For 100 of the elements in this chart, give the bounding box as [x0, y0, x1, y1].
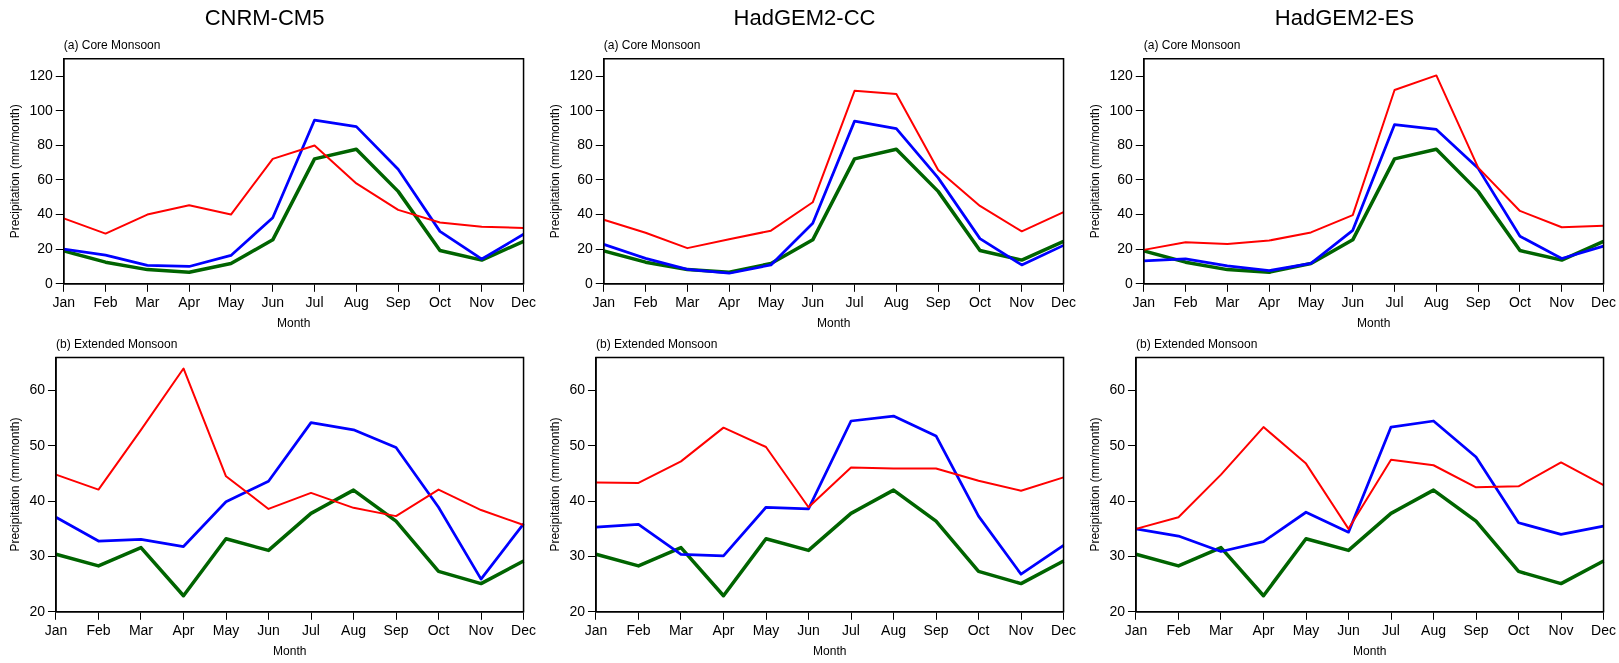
y-tick-label: 60 [577, 170, 593, 187]
x-tick-label: May [1292, 622, 1320, 639]
y-tick-label: 0 [584, 274, 593, 291]
y-tick-label: 0 [1124, 274, 1133, 291]
x-tick-label: Jun [1337, 622, 1360, 639]
x-tick-label: Aug [1421, 622, 1446, 639]
x-tick-label: Mar [668, 622, 694, 639]
x-tick-label: Apr [1252, 622, 1275, 639]
x-tick-label: Dec [1051, 622, 1076, 639]
x-axis-title: Month [816, 316, 851, 331]
y-tick-label: 40 [1109, 492, 1126, 509]
x-axis-title: Month [1356, 316, 1391, 331]
x-tick-label: May [1297, 294, 1325, 311]
chart-title: HadGEM2-CC [733, 5, 876, 31]
x-tick-label: Sep [923, 622, 949, 639]
x-tick-label: Jun [801, 294, 825, 311]
x-tick-label: Jun [797, 622, 820, 639]
x-tick-label: Dec [1591, 622, 1616, 639]
x-axis-title: Month [276, 316, 311, 331]
x-tick-label: Oct [967, 622, 990, 639]
y-axis-title: Precipitation (mm/month) [1087, 104, 1102, 239]
x-tick-label: Feb [633, 294, 658, 311]
x-tick-label: Mar [128, 622, 154, 639]
x-tick-label: Jul [1385, 294, 1404, 311]
x-tick-label: Sep [925, 294, 951, 311]
y-tick-label: 40 [37, 205, 53, 222]
y-tick-label: 60 [569, 381, 586, 398]
y-tick-label: 20 [569, 602, 586, 619]
y-tick-label: 0 [44, 274, 53, 291]
x-tick-label: Aug [883, 294, 909, 311]
y-tick-label: 60 [29, 381, 46, 398]
y-tick-label: 120 [29, 66, 53, 83]
x-tick-label: Jul [305, 294, 324, 311]
x-tick-label: Oct [429, 294, 451, 311]
chart-subtitle: (b) Extended Monsoon [55, 336, 178, 351]
x-tick-label: Dec [511, 294, 536, 311]
x-axis-title: Month [273, 644, 307, 659]
chart-subtitle: (b) Extended Monsoon [595, 336, 718, 351]
x-tick-label: Oct [427, 622, 450, 639]
y-tick-label: 20 [37, 240, 53, 257]
x-tick-label: Aug [341, 622, 366, 639]
x-tick-label: Jan [52, 294, 76, 311]
x-tick-label: Nov [469, 294, 495, 311]
x-tick-label: Oct [1507, 622, 1530, 639]
chart-subtitle: (a) Core Monsoon [1143, 37, 1241, 52]
x-axis-title: Month [1353, 644, 1387, 659]
y-tick-label: 20 [1117, 240, 1133, 257]
chart-title: HadGEM2-ES [1274, 5, 1415, 31]
y-tick-label: 30 [29, 547, 46, 564]
x-tick-label: Mar [1208, 622, 1234, 639]
y-tick-label: 80 [1117, 136, 1133, 153]
chart-subtitle: (b) Extended Monsoon [1135, 336, 1258, 351]
x-tick-label: Mar [675, 294, 700, 311]
x-tick-label: Sep [1463, 622, 1489, 639]
x-tick-label: Aug [881, 622, 906, 639]
chart-subtitle: (a) Core Monsoon [603, 37, 701, 52]
x-tick-label: Apr [712, 622, 735, 639]
x-tick-label: May [212, 622, 240, 639]
y-tick-label: 50 [569, 436, 586, 453]
x-tick-label: Jul [842, 622, 860, 639]
y-tick-label: 60 [1109, 381, 1126, 398]
x-tick-label: Jun [1341, 294, 1365, 311]
x-tick-label: Mar [1215, 294, 1240, 311]
x-tick-label: Aug [343, 294, 369, 311]
x-tick-label: Feb [93, 294, 118, 311]
y-tick-label: 60 [1117, 170, 1133, 187]
y-tick-label: 30 [1109, 547, 1126, 564]
x-tick-label: Feb [1173, 294, 1198, 311]
y-axis-title: Precipitation (mm/month) [7, 417, 22, 552]
x-tick-label: Nov [468, 622, 494, 639]
x-tick-label: Feb [626, 622, 651, 639]
chart-title: CNRM-CM5 [204, 5, 325, 31]
x-tick-label: Sep [383, 622, 409, 639]
x-tick-label: Apr [172, 622, 195, 639]
x-tick-label: Dec [1591, 294, 1616, 311]
x-tick-label: Jan [44, 622, 68, 639]
x-tick-label: Jul [302, 622, 320, 639]
x-tick-label: Nov [1548, 622, 1574, 639]
x-tick-label: Feb [1166, 622, 1191, 639]
x-tick-label: Nov [1008, 622, 1034, 639]
y-tick-label: 20 [1109, 602, 1126, 619]
x-tick-label: Sep [385, 294, 411, 311]
x-tick-label: May [752, 622, 780, 639]
y-axis-title: Precipitation (mm/month) [547, 104, 562, 239]
chart-subtitle: (a) Core Monsoon [63, 37, 161, 52]
y-tick-label: 120 [1109, 66, 1133, 83]
y-tick-label: 20 [29, 602, 46, 619]
x-tick-label: Feb [86, 622, 111, 639]
y-tick-label: 30 [569, 547, 586, 564]
y-tick-label: 40 [29, 492, 46, 509]
x-tick-label: Apr [718, 294, 741, 311]
x-tick-label: Jan [592, 294, 616, 311]
x-tick-label: Jul [845, 294, 864, 311]
x-tick-label: Mar [135, 294, 160, 311]
x-tick-label: Nov [1009, 294, 1035, 311]
x-tick-label: Jan [584, 622, 608, 639]
y-axis-title: Precipitation (mm/month) [7, 104, 22, 239]
x-tick-label: Oct [1509, 294, 1531, 311]
y-tick-label: 40 [1117, 205, 1133, 222]
x-tick-label: Apr [178, 294, 201, 311]
